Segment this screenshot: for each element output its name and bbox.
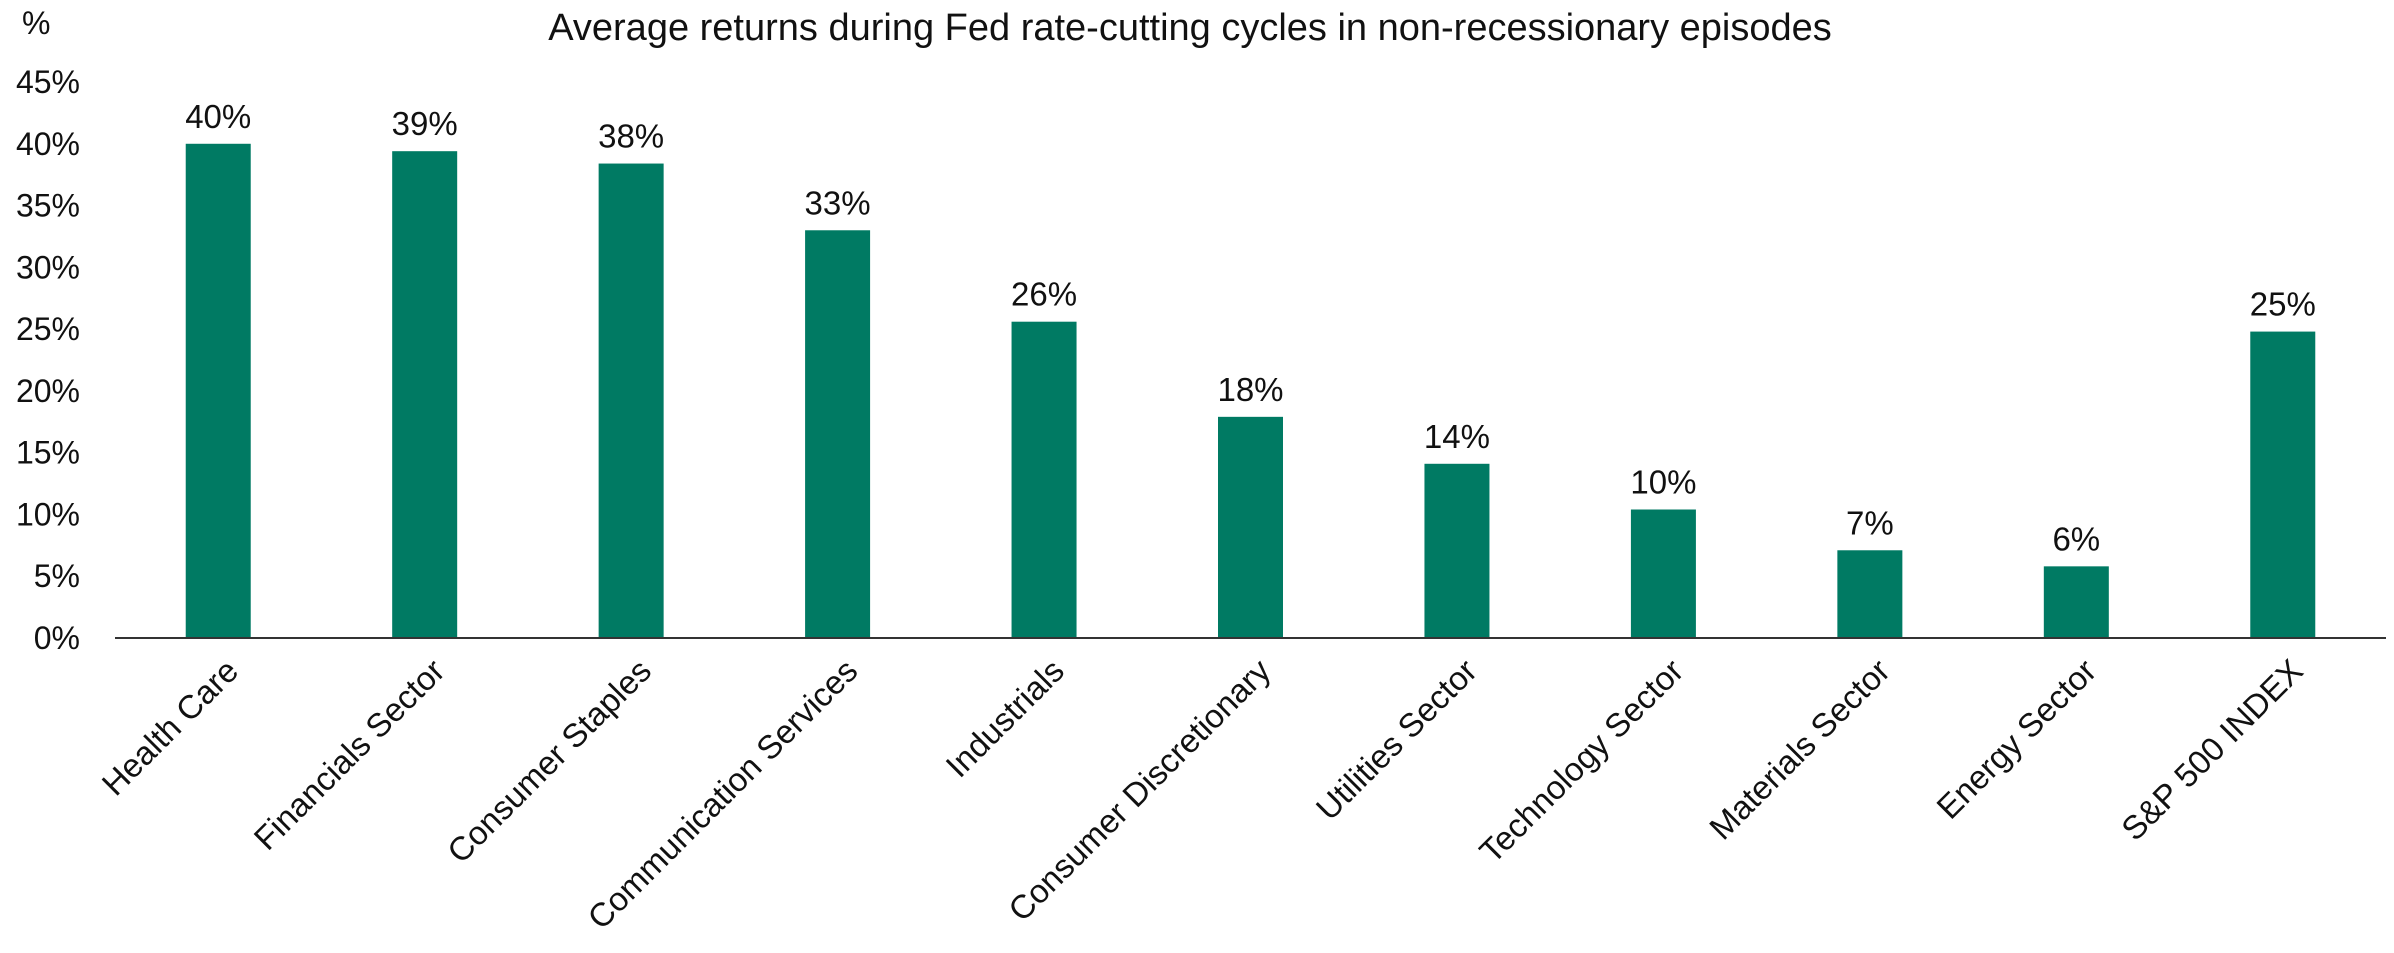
x-category-label: Health Care: [94, 652, 245, 803]
data-label: 33%: [805, 184, 871, 221]
data-label: 6%: [2052, 520, 2100, 557]
y-axis-ticks: 0% 5% 10% 15% 20% 25% 30% 35% 40% 45%: [16, 64, 80, 656]
x-category-label: Materials Sector: [1702, 652, 1897, 847]
bar: [185, 143, 251, 638]
x-category-label: Utilities Sector: [1309, 652, 1484, 827]
x-category-label: S&P 500 INDEX: [2114, 652, 2310, 848]
bar: [1424, 463, 1490, 638]
bar: [598, 163, 664, 638]
bar: [2043, 566, 2109, 638]
x-category-label: Energy Sector: [1929, 652, 2103, 826]
y-tick-label: 25%: [16, 311, 80, 347]
y-tick-label: 10%: [16, 496, 80, 532]
data-labels: 40% 39% 38% 33% 26% 18% 14% 10% 7% 6% 25%: [185, 98, 2316, 558]
data-label: 14%: [1424, 418, 1490, 455]
y-tick-label: 30%: [16, 249, 80, 285]
x-category-label: Industrials: [938, 652, 1071, 785]
y-tick-label: 15%: [16, 435, 80, 471]
x-category-label: Financials Sector: [246, 652, 451, 857]
data-label: 7%: [1846, 504, 1894, 541]
data-label: 39%: [392, 105, 458, 142]
x-category-label: Technology Sector: [1472, 652, 1690, 870]
bar: [392, 151, 458, 639]
bars: [185, 143, 2316, 639]
y-tick-label: 0%: [34, 620, 80, 656]
data-label: 26%: [1011, 276, 1077, 313]
bar: [1011, 321, 1077, 638]
data-label: 38%: [598, 118, 664, 155]
y-tick-label: 45%: [16, 64, 80, 100]
y-tick-label: 20%: [16, 373, 80, 409]
data-label: 18%: [1217, 371, 1283, 408]
bar: [1837, 550, 1903, 638]
x-category-label: Consumer Staples: [440, 652, 658, 870]
bar: [805, 230, 871, 638]
y-tick-label: 5%: [34, 558, 80, 594]
y-axis-unit-label: %: [22, 5, 50, 41]
bar: [2250, 331, 2316, 638]
y-tick-label: 40%: [16, 126, 80, 162]
data-label: 25%: [2250, 286, 2316, 323]
bar: [1630, 509, 1696, 638]
chart-title: Average returns during Fed rate-cutting …: [548, 7, 1832, 49]
y-tick-label: 35%: [16, 188, 80, 224]
data-label: 40%: [185, 98, 251, 135]
bar: [1218, 416, 1283, 638]
data-label: 10%: [1630, 464, 1696, 501]
